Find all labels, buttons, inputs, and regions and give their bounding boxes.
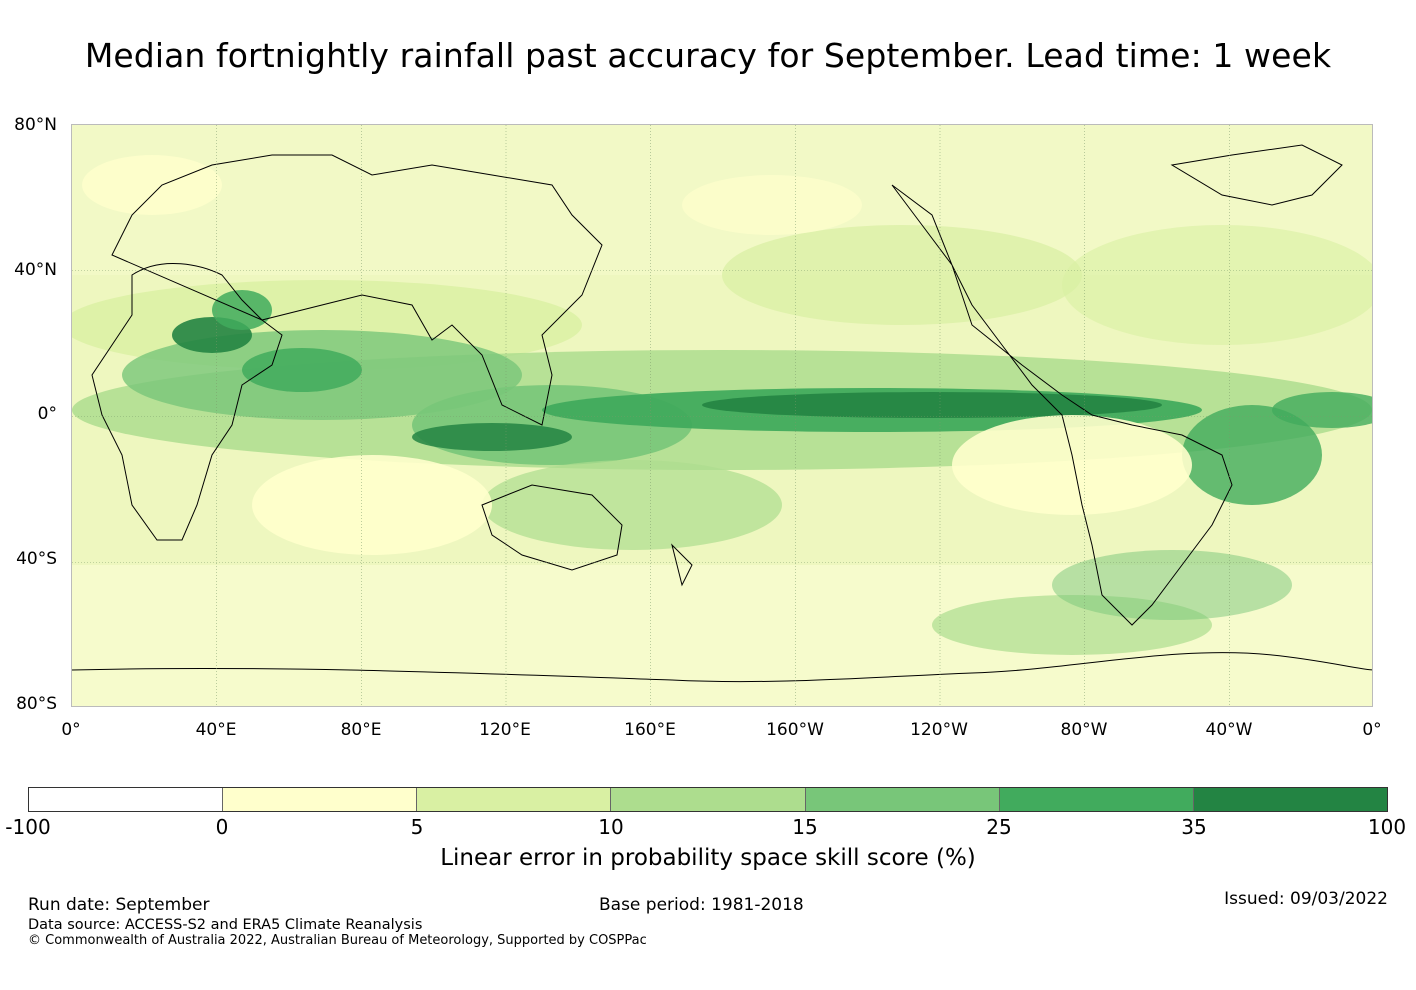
colorbar-tick: 35 xyxy=(1181,815,1207,839)
lat-label-40s: 40°S xyxy=(16,549,57,569)
issued-date: Issued: 09/03/2022 xyxy=(1224,889,1388,909)
gridlines xyxy=(72,125,1372,706)
colorbar-tick: 0 xyxy=(215,815,229,839)
run-date: Run date: September xyxy=(28,895,210,915)
skill-regions xyxy=(72,125,1372,706)
colorbar-segment xyxy=(29,788,224,811)
lon-label-160e: 160°E xyxy=(624,720,676,740)
colorbar-tick: 5 xyxy=(410,815,424,839)
lon-label-40e: 40°E xyxy=(195,720,237,740)
lon-label-80w: 80°W xyxy=(1060,720,1108,740)
colorbar xyxy=(28,787,1388,812)
colorbar-tick: 15 xyxy=(792,815,818,839)
colorbar-tick: 100 xyxy=(1367,815,1407,839)
colorbar-segment xyxy=(805,788,1000,811)
base-period: Base period: 1981-2018 xyxy=(599,895,804,915)
lon-label-80e: 80°E xyxy=(340,720,382,740)
lon-label-0-end: 0° xyxy=(1362,720,1382,740)
colorbar-tick: 10 xyxy=(598,815,624,839)
data-source: Data source: ACCESS-S2 and ERA5 Climate … xyxy=(28,917,423,933)
colorbar-segment xyxy=(223,788,418,811)
colorbar-segment xyxy=(611,788,806,811)
coastlines xyxy=(72,144,1372,683)
lon-label-0: 0° xyxy=(61,720,81,740)
skill-score-map xyxy=(71,124,1373,707)
colorbar-segment xyxy=(417,788,612,811)
lat-label-40n: 40°N xyxy=(14,260,57,280)
lon-label-160w: 160°W xyxy=(766,720,824,740)
lon-label-40w: 40°W xyxy=(1205,720,1253,740)
lat-label-0: 0° xyxy=(37,404,57,424)
colorbar-tick: -100 xyxy=(5,815,51,839)
lat-label-80s: 80°S xyxy=(16,694,57,714)
colorbar-segment xyxy=(1193,788,1387,811)
lon-label-120w: 120°W xyxy=(910,720,968,740)
chart-title: Median fortnightly rainfall past accurac… xyxy=(84,36,1332,75)
colorbar-segment xyxy=(999,788,1194,811)
map-svg xyxy=(72,125,1372,706)
lon-label-120e: 120°E xyxy=(479,720,531,740)
lat-label-80n: 80°N xyxy=(14,115,57,135)
copyright: © Commonwealth of Australia 2022, Austra… xyxy=(28,933,647,948)
colorbar-tick: 25 xyxy=(986,815,1012,839)
colorbar-label: Linear error in probability space skill … xyxy=(440,845,976,871)
